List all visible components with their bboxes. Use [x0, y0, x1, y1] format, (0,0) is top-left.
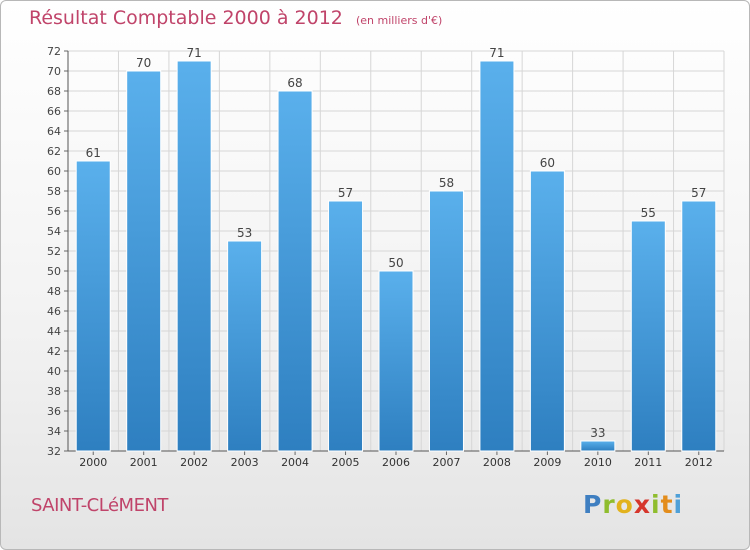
- x-tick-label: 2001: [130, 456, 158, 469]
- y-tick-label: 50: [47, 265, 61, 278]
- x-tick-label: 2006: [382, 456, 410, 469]
- x-tick-label: 2005: [332, 456, 360, 469]
- bar-value-label: 53: [237, 226, 252, 240]
- y-tick-label: 60: [47, 165, 61, 178]
- y-tick-label: 38: [47, 385, 61, 398]
- bar-2007: [428, 190, 464, 452]
- x-tick-label: 2004: [281, 456, 309, 469]
- bar-2010: [580, 440, 616, 452]
- bar-2008: [479, 60, 515, 452]
- logo-letter: x: [633, 490, 651, 519]
- bar-2012: [681, 200, 717, 452]
- bar-value-label: 33: [590, 426, 605, 440]
- bars: [75, 60, 717, 452]
- y-tick-label: 52: [47, 245, 61, 258]
- y-tick-label: 68: [47, 85, 61, 98]
- y-tick-label: 46: [47, 305, 61, 318]
- x-tick-label: 2012: [685, 456, 713, 469]
- logo-letter: i: [651, 490, 661, 519]
- chart-title-block: Résultat Comptable 2000 à 2012 (en milli…: [29, 7, 442, 29]
- bar-2004: [277, 90, 313, 452]
- bar-2011: [630, 220, 666, 452]
- bar-value-label: 57: [691, 186, 706, 200]
- y-tick-label: 32: [47, 445, 61, 458]
- bar-2002: [176, 60, 212, 452]
- commune-name: SAINT-CLéMENT: [31, 495, 168, 516]
- labels: 32 34 36 38 40 42 44 46 48 50 52 54 56 58 60 62 64 66 68 70…: [47, 45, 713, 469]
- y-tick-label: 36: [47, 405, 61, 418]
- bar-value-label: 61: [86, 146, 101, 160]
- y-tick-label: 62: [47, 145, 61, 158]
- x-tick-label: 2010: [584, 456, 612, 469]
- y-tick-label: 58: [47, 185, 61, 198]
- logo-letter: o: [615, 490, 634, 519]
- y-tick-label: 54: [47, 225, 61, 238]
- x-tick-label: 2008: [483, 456, 511, 469]
- y-tick-label: 48: [47, 285, 61, 298]
- x-tick-label: 2002: [180, 456, 208, 469]
- x-tick-label: 2003: [231, 456, 259, 469]
- bar-value-label: 60: [540, 156, 555, 170]
- bar-2009: [529, 170, 565, 452]
- y-tick-label: 42: [47, 345, 61, 358]
- logo-letter: P: [583, 490, 603, 519]
- y-tick-label: 66: [47, 105, 61, 118]
- y-tick-label: 44: [47, 325, 61, 338]
- bar-value-label: 55: [641, 206, 656, 220]
- y-tick-label: 34: [47, 425, 61, 438]
- bar-2000: [75, 160, 111, 452]
- bar-value-label: 50: [388, 256, 403, 270]
- bar-2006: [378, 270, 414, 452]
- bar-2005: [328, 200, 364, 452]
- y-tick-label: 56: [47, 205, 61, 218]
- chart-title: Résultat Comptable 2000 à 2012: [29, 7, 343, 29]
- y-tick-label: 70: [47, 65, 61, 78]
- bar-2001: [126, 70, 162, 452]
- logo-letter: r: [602, 490, 616, 519]
- x-tick-label: 2007: [432, 456, 460, 469]
- bar-value-label: 57: [338, 186, 353, 200]
- bar-value-label: 58: [439, 176, 454, 190]
- chart-unit: (en milliers d'€): [355, 14, 443, 27]
- bar-value-label: 70: [136, 56, 151, 70]
- y-tick-label: 72: [47, 45, 61, 58]
- proxiti-logo: Proxiti: [583, 490, 683, 519]
- y-tick-label: 64: [47, 125, 61, 138]
- x-tick-label: 2009: [533, 456, 561, 469]
- bar-value-label: 71: [187, 46, 202, 60]
- bar-value-label: 71: [489, 46, 504, 60]
- x-tick-label: 2000: [79, 456, 107, 469]
- bar-value-label: 68: [287, 76, 302, 90]
- bar-2003: [227, 240, 263, 452]
- y-tick-label: 40: [47, 365, 61, 378]
- x-tick-label: 2011: [634, 456, 662, 469]
- logo-letter: t: [660, 490, 674, 519]
- logo-letter: i: [673, 490, 684, 519]
